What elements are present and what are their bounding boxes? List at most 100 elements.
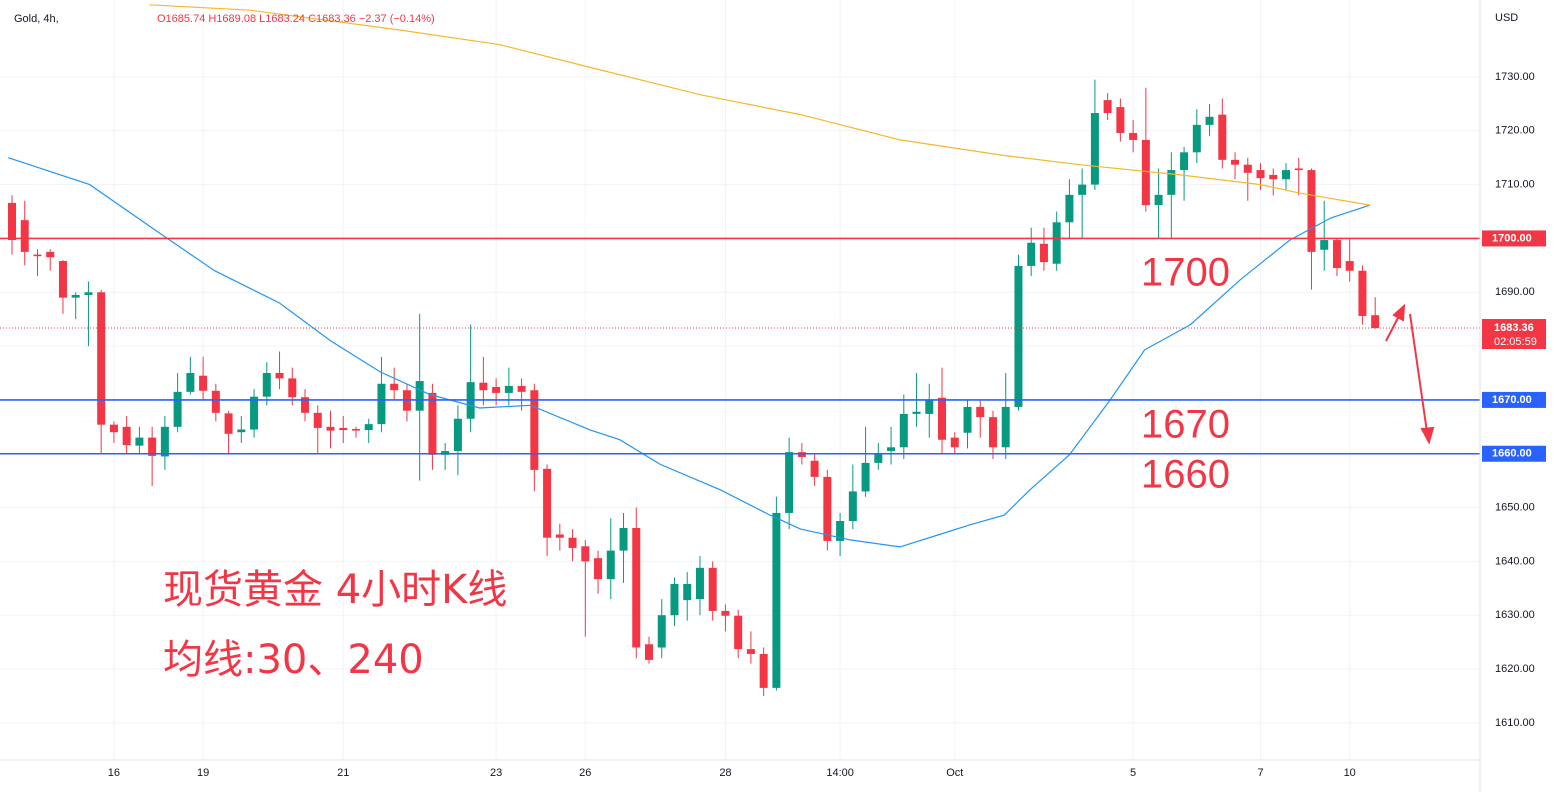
candle-body: [925, 399, 934, 414]
candle-body: [619, 528, 628, 551]
arrow: [1385, 313, 1401, 342]
y-tick-label: 1610.00: [1495, 717, 1535, 729]
candle-body: [8, 202, 16, 241]
y-tick-label: 1620.00: [1495, 663, 1535, 675]
candle-body: [530, 390, 539, 470]
level-label: 1670.00: [1492, 394, 1532, 406]
candle-body: [1154, 194, 1163, 206]
candle-body: [810, 460, 819, 477]
candle-body: [339, 427, 348, 431]
x-tick-label: 23: [490, 767, 502, 779]
candle-body: [938, 397, 947, 440]
candle-body: [428, 392, 437, 455]
candle-body: [759, 653, 768, 688]
y-tick-label: 1720.00: [1495, 125, 1535, 137]
candle-body: [785, 452, 794, 513]
candle-body: [708, 567, 717, 611]
candle-body: [848, 491, 857, 522]
candle-body: [364, 424, 373, 431]
candle-body: [1282, 170, 1290, 180]
candle-body: [1256, 170, 1265, 179]
candle-body: [301, 397, 310, 413]
candle-body: [224, 413, 233, 434]
symbol: Gold, 4h,: [14, 13, 59, 25]
x-tick-label: 26: [579, 767, 591, 779]
note: 现货黄金 4小时K线: [163, 567, 507, 613]
candle-body: [772, 512, 781, 688]
annotation: 1660: [1141, 453, 1230, 497]
candle-body: [148, 437, 157, 456]
x-tick-label: 28: [719, 767, 731, 779]
y-tick-label: 1710.00: [1495, 179, 1535, 191]
candle-body: [160, 426, 169, 457]
candle-body: [1332, 240, 1341, 269]
level-label: 1660.00: [1492, 448, 1532, 460]
candle-body: [1243, 164, 1252, 173]
countdown: 02:05:59: [1494, 336, 1537, 348]
candle-body: [199, 375, 208, 391]
candle-body: [377, 383, 386, 425]
candle-body: [976, 406, 985, 418]
candle-body: [1116, 107, 1125, 133]
annotation: 1670: [1141, 403, 1230, 447]
candle-body: [1371, 315, 1380, 329]
candle-body: [1141, 139, 1150, 206]
candle-body: [581, 546, 590, 562]
candle-body: [670, 583, 679, 616]
candle-body: [963, 406, 972, 433]
candle-body: [326, 426, 335, 431]
candle-body: [1129, 132, 1138, 140]
candle-body: [1103, 100, 1112, 114]
candle-body: [836, 521, 845, 541]
ohlc: O1685.74 H1689.08 L1683.24 C1683.36 −2.3…: [157, 13, 435, 25]
candle-body: [441, 451, 450, 455]
y-tick-label: 1690.00: [1495, 286, 1535, 298]
x-tick-label: 14:00: [826, 767, 854, 779]
currency: USD: [1495, 12, 1518, 24]
candle-body: [109, 424, 118, 433]
candle-body: [874, 453, 883, 463]
annotation: 1700: [1141, 251, 1230, 295]
level-label-box: [1482, 391, 1546, 408]
candle-body: [390, 383, 399, 391]
candle-body: [415, 381, 424, 411]
candle-body: [71, 294, 80, 298]
candle-body: [1090, 113, 1099, 185]
candle-body: [1001, 406, 1010, 448]
y-tick-label: 1640.00: [1495, 555, 1535, 567]
candle-body: [1269, 174, 1278, 180]
candle-body: [33, 254, 42, 257]
candle-body: [823, 476, 832, 541]
x-tick-label: Oct: [946, 767, 963, 779]
candle-body: [288, 378, 297, 398]
price-label-box: [1482, 319, 1546, 350]
candle-body: [1345, 261, 1354, 271]
note: 均线:30、240: [163, 637, 424, 683]
candle-body: [262, 373, 271, 397]
candle-body: [746, 649, 755, 654]
moving-average: [8, 157, 1371, 548]
candle-body: [492, 386, 501, 393]
candle-body: [721, 610, 730, 616]
level-label-box: [1482, 445, 1546, 462]
candle-body: [1218, 114, 1227, 160]
candle-body: [1014, 265, 1023, 407]
candle-body: [97, 292, 106, 425]
candle-body: [594, 558, 603, 580]
candle-body: [122, 426, 131, 446]
candle-body: [899, 413, 908, 448]
arrowhead: [1392, 303, 1406, 322]
candle-body: [351, 428, 360, 431]
candle-body: [568, 537, 577, 548]
candle-body: [135, 437, 144, 446]
candle-body: [84, 292, 93, 295]
candle-body: [695, 567, 704, 600]
candle-body: [504, 385, 513, 393]
y-tick-label: 1650.00: [1495, 501, 1535, 513]
candle-body: [797, 452, 806, 457]
candle-body: [645, 644, 653, 660]
candle-body: [887, 447, 896, 452]
plot: [0, 4, 1480, 696]
